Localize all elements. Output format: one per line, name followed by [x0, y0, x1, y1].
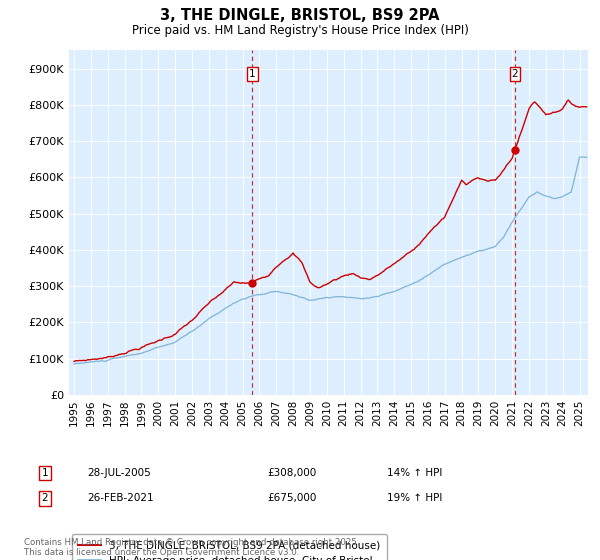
Legend: 3, THE DINGLE, BRISTOL, BS9 2PA (detached house), HPI: Average price, detached h: 3, THE DINGLE, BRISTOL, BS9 2PA (detache… [71, 534, 386, 560]
Text: 2: 2 [41, 493, 49, 503]
Text: 2: 2 [511, 69, 518, 80]
Text: £675,000: £675,000 [267, 493, 316, 503]
Text: Contains HM Land Registry data © Crown copyright and database right 2025.
This d: Contains HM Land Registry data © Crown c… [24, 538, 359, 557]
Text: 28-JUL-2005: 28-JUL-2005 [87, 468, 151, 478]
Text: 14% ↑ HPI: 14% ↑ HPI [387, 468, 442, 478]
Text: £308,000: £308,000 [267, 468, 316, 478]
Text: 19% ↑ HPI: 19% ↑ HPI [387, 493, 442, 503]
Text: 26-FEB-2021: 26-FEB-2021 [87, 493, 154, 503]
Text: Price paid vs. HM Land Registry's House Price Index (HPI): Price paid vs. HM Land Registry's House … [131, 24, 469, 36]
Text: 1: 1 [41, 468, 49, 478]
Text: 1: 1 [249, 69, 256, 80]
Text: 3, THE DINGLE, BRISTOL, BS9 2PA: 3, THE DINGLE, BRISTOL, BS9 2PA [160, 8, 440, 24]
